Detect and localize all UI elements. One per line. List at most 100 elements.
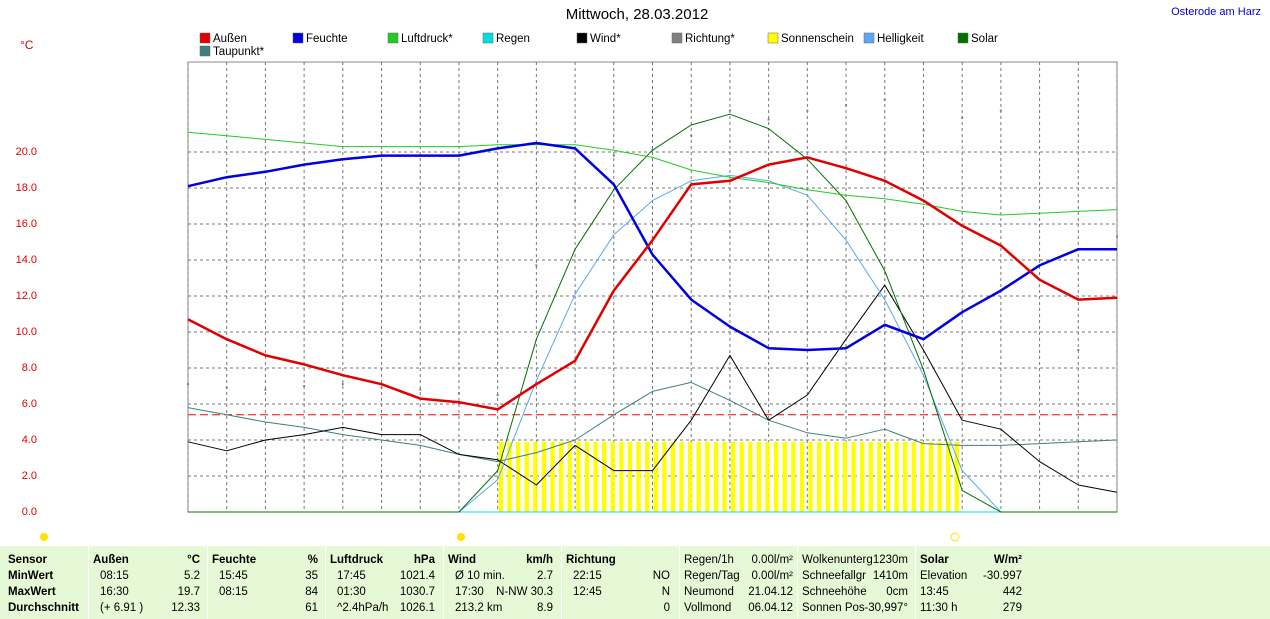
table-cell: 1230m [872, 554, 908, 566]
table-header: Richtung [566, 554, 616, 566]
table-cell: Sonnen Pos [802, 602, 865, 614]
direction-dot [1038, 259, 1041, 261]
y-tick-label: 4.0 [22, 434, 37, 446]
legend-swatch [199, 45, 211, 57]
sunshine-bar [923, 441, 963, 512]
legend-label: Sonnenschein [781, 33, 854, 45]
table-cell: 0 [663, 602, 670, 614]
table-header: Feuchte [212, 554, 257, 566]
column-separator [207, 546, 208, 619]
direction-dot [690, 134, 693, 137]
direction-dot [535, 264, 538, 267]
legend-label: Feuchte [306, 33, 348, 45]
table-cell: 0.00l/m² [751, 570, 793, 582]
series-line [187, 141, 1117, 352]
series-line [188, 113, 1117, 513]
table-cell: 84 [305, 586, 318, 598]
direction-dot [187, 383, 189, 386]
direction-dot [225, 386, 228, 389]
table-header: % [307, 554, 318, 566]
table-cell: -30,997° [864, 602, 908, 614]
table-header: km/h [526, 554, 553, 566]
table-cell: 16:30 [100, 586, 129, 598]
sun-icon [457, 533, 465, 541]
legend-label: Wind* [590, 33, 621, 45]
y-tick-label: 0.0 [22, 506, 37, 518]
table-cell: Neumond [684, 586, 734, 598]
table-cell: (+ 6.91 ) [100, 602, 144, 614]
table-cell: Schneehöhe [802, 586, 867, 598]
table-cell: Regen/Tag [684, 570, 740, 582]
table-cell: 0cm [886, 586, 908, 598]
table-cell: 1026.1 [399, 602, 435, 614]
table-cell: 442 [1002, 586, 1022, 598]
legend-label: Regen [496, 33, 530, 45]
row-label: Durchschnitt [8, 602, 79, 614]
y-axis-label: °C [20, 38, 34, 52]
column-separator [679, 546, 680, 619]
sun-icon [40, 533, 48, 541]
table-cell: 213.2 km [455, 602, 503, 614]
table-cell: 08:15 [219, 586, 248, 598]
legend-swatch [671, 32, 683, 44]
sun-icon [950, 532, 960, 542]
sunshine-bar [536, 441, 576, 512]
sunshine-bar [575, 441, 614, 512]
direction-dot [767, 118, 770, 121]
stats-table: Sensor MinWert MaxWert Durchschnitt Außen °C 0… [0, 546, 1270, 619]
legend-label: Luftdruck* [401, 33, 453, 45]
series-line [187, 131, 1118, 216]
sunshine-bar [652, 441, 692, 512]
table-header: hPa [413, 554, 435, 566]
table-cell: N [661, 586, 670, 598]
legend-swatch [957, 32, 969, 44]
table-cell: Regen/1h [684, 554, 734, 566]
table-cell: 06.04.12 [748, 602, 793, 614]
direction-dot [380, 386, 383, 389]
table-cell: 5.2 [184, 570, 200, 582]
sunshine-bar [691, 441, 730, 512]
sunshine-bar [846, 441, 885, 512]
legend-label: Richtung* [685, 33, 735, 45]
y-tick-label: 16.0 [16, 218, 37, 230]
table-cell: Vollmond [684, 602, 732, 614]
table-header: Wind [448, 554, 476, 566]
direction-dot [1116, 235, 1118, 238]
y-tick-label: 10.0 [16, 326, 37, 338]
table-cell: 12.33 [171, 602, 200, 614]
column-separator [797, 546, 798, 619]
legend-swatch [576, 32, 588, 44]
y-tick-label: 8.0 [22, 362, 37, 374]
legend-swatch [482, 32, 494, 44]
direction-dot [419, 388, 422, 391]
table-cell: 17:45 [337, 570, 366, 582]
y-tick-label: 2.0 [22, 470, 37, 482]
table-cell: 279 [1002, 602, 1022, 614]
table-cell: 08:15 [100, 570, 129, 582]
table-header: Luftdruck [330, 554, 384, 566]
sunshine-bar [884, 441, 924, 512]
y-tick-label: 6.0 [22, 398, 37, 410]
direction-dot [457, 392, 460, 395]
column-separator [443, 546, 444, 619]
table-cell: 1021.4 [399, 570, 435, 582]
row-label: MinWert [8, 570, 54, 582]
table-cell: 2.7 [537, 570, 553, 582]
table-cell: Wolkenunterg [802, 554, 873, 566]
direction-dot [496, 394, 499, 396]
table-cell: NO [652, 570, 670, 582]
table-cell: 1410m [872, 570, 908, 582]
direction-dot [922, 129, 925, 132]
table-cell: -30.997 [982, 570, 1022, 582]
legend-swatch [863, 32, 875, 44]
table-cell: 22:15 [573, 570, 602, 582]
legend-swatch [199, 32, 211, 44]
direction-dot [574, 199, 577, 202]
table-header: Solar [920, 554, 949, 566]
direction-dot [883, 98, 886, 101]
direction-dot [303, 385, 306, 387]
direction-dot [264, 388, 267, 391]
column-separator [88, 546, 89, 619]
direction-dot [612, 154, 615, 157]
